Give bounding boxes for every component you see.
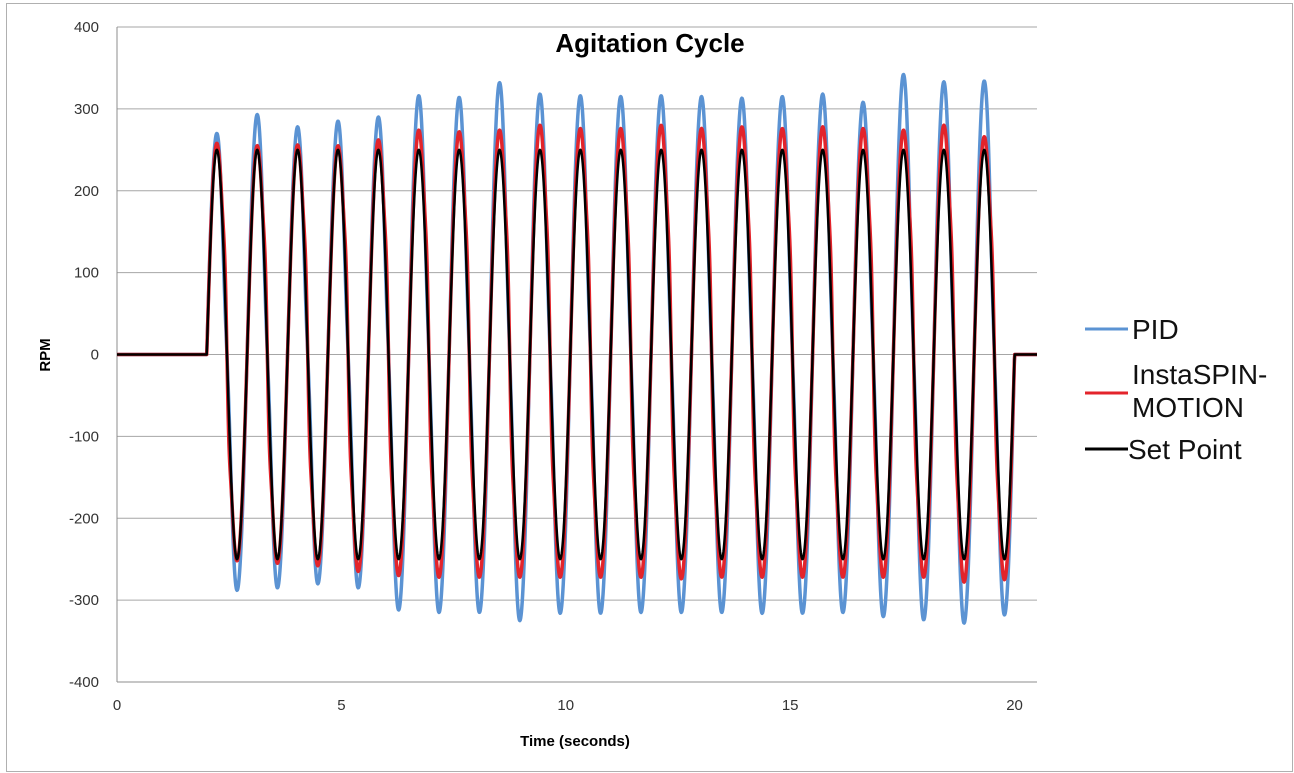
y-tick-label: 200 bbox=[74, 183, 99, 200]
chart-title: Agitation Cycle bbox=[555, 28, 744, 58]
series-lines bbox=[115, 72, 1039, 625]
y-tick-label: 400 bbox=[74, 19, 99, 36]
legend-label-set-point: Set Point bbox=[1128, 434, 1242, 465]
x-tick-label: 20 bbox=[1006, 697, 1023, 714]
y-axis-title: RPM bbox=[37, 338, 54, 371]
legend: PID InstaSPIN- MOTION Set Point bbox=[1085, 314, 1267, 465]
grid-lines bbox=[117, 26, 1037, 601]
legend-label-instaspin-line1: InstaSPIN- bbox=[1132, 359, 1267, 390]
y-tick-label: -100 bbox=[69, 428, 99, 445]
y-tick-label: 100 bbox=[74, 265, 99, 282]
y-tick-label: 300 bbox=[74, 101, 99, 118]
y-tick-label: -400 bbox=[69, 674, 99, 691]
x-tick-label: 0 bbox=[113, 697, 121, 714]
chart-frame bbox=[6, 3, 1293, 772]
legend-label-pid: PID bbox=[1132, 314, 1179, 345]
x-tick-label: 10 bbox=[557, 697, 574, 714]
tick-labels: 400 300 200 100 0 -100 -200 -300 -400 0 5 10 15 20 bbox=[69, 19, 1023, 714]
y-tick-label: 0 bbox=[91, 347, 99, 364]
x-tick-label: 15 bbox=[782, 697, 799, 714]
x-axis-title: Time (seconds) bbox=[520, 733, 630, 750]
series-set-point-line bbox=[116, 148, 1038, 561]
x-tick-label: 5 bbox=[337, 697, 345, 714]
legend-label-instaspin-line2: MOTION bbox=[1132, 392, 1244, 423]
y-tick-label: -200 bbox=[69, 510, 99, 527]
y-tick-label: -300 bbox=[69, 592, 99, 609]
